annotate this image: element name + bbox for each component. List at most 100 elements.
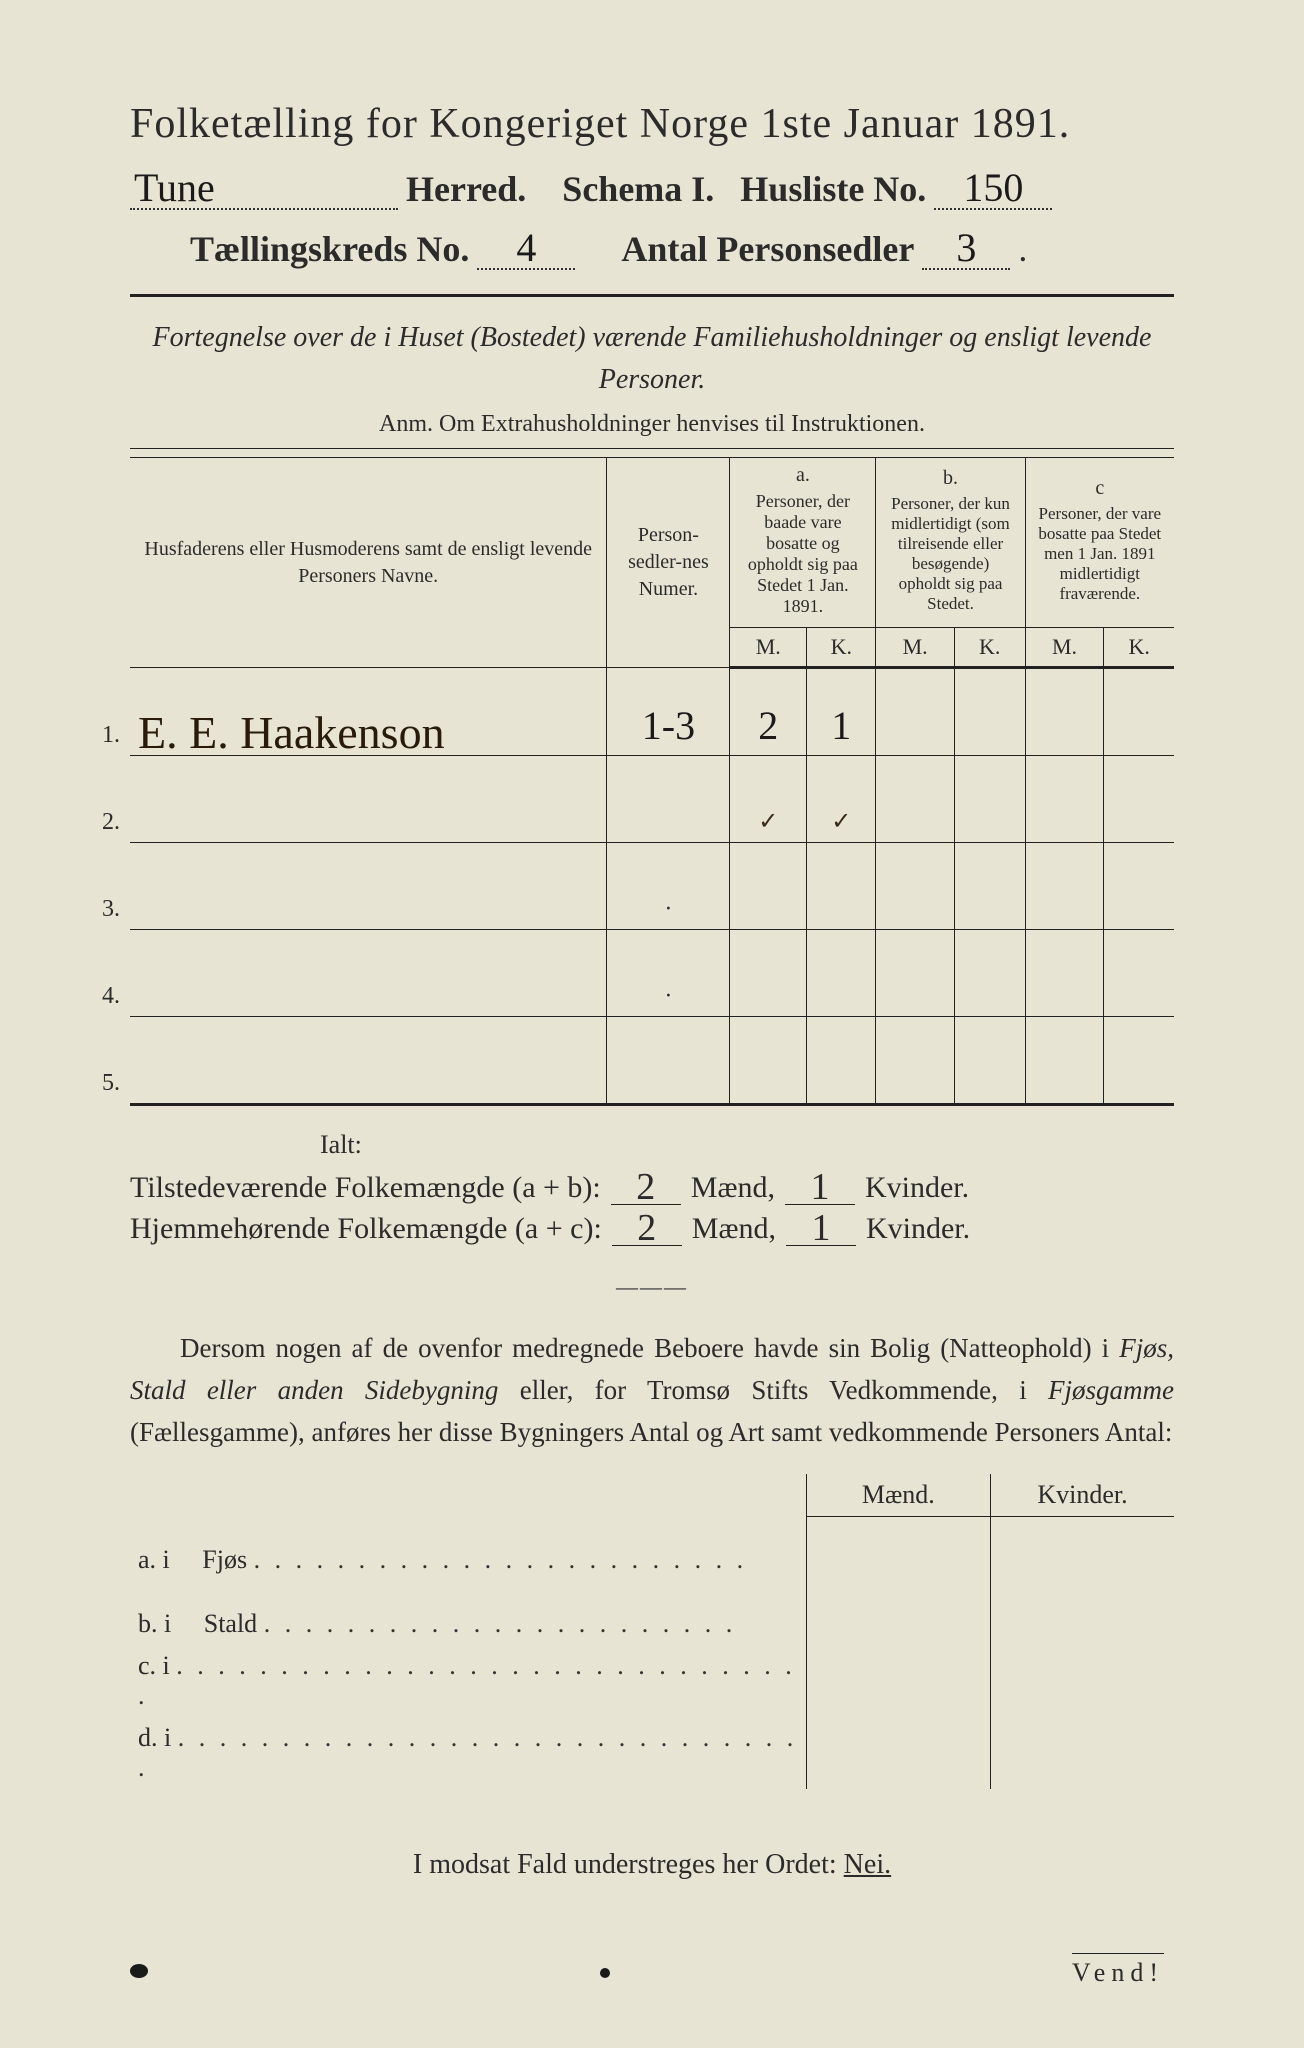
row4-sedler: · — [607, 930, 730, 1017]
row3-name: 3. — [130, 843, 607, 930]
footer-nei-line: I modsat Fald understreges her Ordet: Ne… — [130, 1849, 1174, 1881]
a-m: M. — [730, 628, 807, 668]
col-name-text: Husfaderens eller Husmoderens samt de en… — [144, 538, 592, 587]
col-c-header: c Personer, der vare bosatte paa Stedet … — [1025, 458, 1174, 628]
sum-ab-kvinder: Kvinder. — [865, 1171, 969, 1205]
households-table: Husfaderens eller Husmoderens samt de en… — [130, 457, 1174, 1106]
row5-aM — [730, 1017, 807, 1105]
row4-cM — [1025, 930, 1104, 1017]
census-form-page: Folketælling for Kongeriget Norge 1ste J… — [0, 0, 1304, 2048]
row3-aM — [730, 843, 807, 930]
lower-a-label: a. i Fjøs . . . . . . . . . . . . . . . … — [130, 1516, 806, 1581]
row2-num: 2. — [102, 809, 120, 836]
row4-bM — [876, 930, 954, 1017]
herred-label: Herred. — [406, 168, 526, 210]
kreds-value: 4 — [477, 228, 575, 270]
header-line-2: Tune Herred. Schema I. Husliste No. 150 — [130, 168, 1174, 210]
husliste-label: Husliste No. — [740, 168, 926, 210]
row2-aM: ✓ — [730, 756, 807, 843]
schema-label: Schema I. — [562, 168, 714, 210]
anm-note: Anm. Om Extrahusholdninger henvises til … — [130, 411, 1174, 438]
lower-b-k — [990, 1581, 1174, 1645]
row1-num: 1. — [102, 722, 120, 749]
rule-2 — [130, 448, 1174, 449]
row1-aK: 1 — [807, 668, 876, 756]
row4-name: 4. — [130, 930, 607, 1017]
footer-nei: Nei. — [844, 1849, 891, 1880]
col-b-key: b. — [882, 467, 1018, 490]
para-t1: Dersom nogen af de ovenfor medregnede Be… — [180, 1333, 1119, 1363]
lower-row-a: a. i Fjøs . . . . . . . . . . . . . . . … — [130, 1516, 1174, 1581]
para-t2: eller, for Tromsø Stifts Vedkommende, i — [498, 1375, 1048, 1405]
subtitle: Fortegnelse over de i Huset (Bostedet) v… — [130, 317, 1174, 401]
row5-cM — [1025, 1017, 1104, 1105]
lower-d-k — [990, 1717, 1174, 1789]
row1-cM — [1025, 668, 1104, 756]
row3-cK — [1104, 843, 1174, 930]
col-a-key: a. — [736, 464, 869, 487]
col-a-text: Personer, der baade vare bosatte og opho… — [736, 487, 869, 621]
lower-row-b: b. i Stald . . . . . . . . . . . . . . .… — [130, 1581, 1174, 1645]
lower-d-label: d. i . . . . . . . . . . . . . . . . . .… — [130, 1717, 806, 1789]
row3-bK — [954, 843, 1025, 930]
row3-sedler: · — [607, 843, 730, 930]
para-t3: (Fællesgamme), anføres her disse Bygning… — [130, 1417, 1172, 1447]
col-c-text: Personer, der vare bosatte paa Stedet me… — [1032, 500, 1168, 608]
table-row: 5. — [130, 1017, 1174, 1105]
table-row: 4. · — [130, 930, 1174, 1017]
side-building-paragraph: Dersom nogen af de ovenfor medregnede Be… — [130, 1328, 1174, 1454]
row2-cM — [1025, 756, 1104, 843]
lower-b-label: b. i Stald . . . . . . . . . . . . . . .… — [130, 1581, 806, 1645]
row1-name: 1. E. E. Haakenson — [130, 668, 607, 756]
side-building-table: Mænd. Kvinder. a. i Fjøs . . . . . . . .… — [130, 1474, 1174, 1789]
lower-maend: Mænd. — [806, 1474, 990, 1517]
row5-num: 5. — [102, 1070, 120, 1097]
row4-aK — [807, 930, 876, 1017]
antal-label: Antal Personsedler — [621, 228, 914, 270]
lower-row-d: d. i . . . . . . . . . . . . . . . . . .… — [130, 1717, 1174, 1789]
sum-ab-maend: Mænd, — [691, 1171, 775, 1205]
sum-ac-label: Hjemmehørende Folkemængde (a + c): — [130, 1212, 602, 1246]
page-title: Folketælling for Kongeriget Norge 1ste J… — [130, 100, 1174, 148]
vend-label: Vend! — [1072, 1953, 1164, 1988]
lower-c-k — [990, 1645, 1174, 1717]
row1-bM — [876, 668, 954, 756]
antal-value: 3 — [922, 228, 1010, 270]
row5-aK — [807, 1017, 876, 1105]
col-b-text: Personer, der kun midlertidigt (som tilr… — [882, 490, 1018, 618]
divider-dash: ——— — [130, 1274, 1174, 1300]
table-row: 1. E. E. Haakenson 1-3 2 1 — [130, 668, 1174, 756]
col-b-header: b. Personer, der kun midlertidigt (som t… — [876, 458, 1025, 628]
lower-header: Mænd. Kvinder. — [130, 1474, 1174, 1517]
sum-ab-label: Tilstedeværende Folkemængde (a + b): — [130, 1171, 601, 1205]
rule-1 — [130, 294, 1174, 297]
row1-sedler: 1-3 — [607, 668, 730, 756]
ink-blot-icon — [600, 1968, 610, 1978]
sum-ac-maend: Mænd, — [692, 1212, 776, 1246]
husliste-value: 150 — [934, 168, 1052, 210]
table-row: 3. · — [130, 843, 1174, 930]
table-header-row-1: Husfaderens eller Husmoderens samt de en… — [130, 458, 1174, 628]
header-line-3: Tællingskreds No. 4 Antal Personsedler 3… — [130, 228, 1174, 270]
row2-name: 2. — [130, 756, 607, 843]
col-a-header: a. Personer, der baade vare bosatte og o… — [730, 458, 876, 628]
row5-name: 5. — [130, 1017, 607, 1105]
row2-cK — [1104, 756, 1174, 843]
row5-cK — [1104, 1017, 1174, 1105]
row2-sedler — [607, 756, 730, 843]
row2-aK: ✓ — [807, 756, 876, 843]
row1-bK — [954, 668, 1025, 756]
col-c-key: c — [1032, 477, 1168, 500]
row5-bK — [954, 1017, 1025, 1105]
ialt-label: Ialt: — [320, 1130, 1174, 1160]
row5-bM — [876, 1017, 954, 1105]
b-m: M. — [876, 628, 954, 668]
row1-cK — [1104, 668, 1174, 756]
col-name-header: Husfaderens eller Husmoderens samt de en… — [130, 458, 607, 668]
c-m: M. — [1025, 628, 1104, 668]
row4-num: 4. — [102, 983, 120, 1010]
row3-aK — [807, 843, 876, 930]
lower-b-m — [806, 1581, 990, 1645]
row1-name-hw: E. E. Haakenson — [138, 707, 445, 758]
table-row: 2. ✓ ✓ — [130, 756, 1174, 843]
